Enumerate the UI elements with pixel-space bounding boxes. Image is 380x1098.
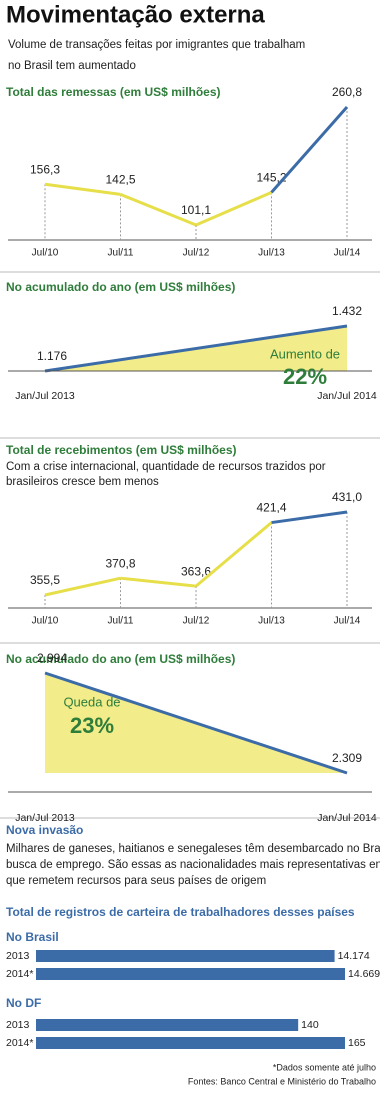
x-tick-label: Jul/13	[258, 616, 285, 627]
value-label: 1.176	[37, 349, 67, 363]
value-label: 2.994	[37, 651, 67, 665]
section-text: Milhares de ganeses, haitianos e senegal…	[6, 843, 380, 855]
line-segment	[44, 182, 121, 196]
value-label: 370,8	[105, 556, 135, 570]
x-tick-label: Jan/Jul 2014	[317, 812, 377, 824]
y-tick-label: 2013	[6, 950, 30, 962]
x-tick-label: Jul/12	[183, 248, 210, 259]
chart-subtitle: brasileiros cresce bem menos	[6, 476, 159, 488]
bar	[36, 1037, 345, 1049]
chart-title: No acumulado do ano (em US$ milhões)	[6, 280, 235, 294]
group-title: No Brasil	[6, 930, 59, 944]
annotation: 22%	[283, 364, 327, 389]
chart-title: Total das remessas (em US$ milhões)	[6, 85, 221, 99]
value-label: 145,2	[256, 171, 286, 185]
value-label: 165	[348, 1037, 366, 1049]
subtitle: no Brasil tem aumentado	[8, 60, 136, 72]
section-text: que remetem recursos para seus países de…	[6, 875, 266, 887]
note: Fontes: Banco Central e Ministério do Tr…	[188, 1076, 376, 1086]
x-tick-label: Jul/14	[334, 616, 361, 627]
value-label: 142,5	[105, 173, 135, 187]
x-tick-label: Jan/Jul 2013	[15, 390, 75, 402]
bar	[36, 968, 345, 980]
x-tick-label: Jan/Jul 2014	[317, 390, 377, 402]
x-tick-label: Jul/11	[108, 616, 134, 627]
group-title: No DF	[6, 996, 41, 1010]
x-tick-label: Jul/10	[32, 248, 59, 259]
value-label: 140	[301, 1019, 319, 1031]
annotation: Queda de	[63, 694, 120, 709]
chart-title: Total de registros de carteira de trabal…	[6, 905, 355, 919]
x-tick-label: Jan/Jul 2013	[15, 812, 75, 824]
line-segment	[195, 521, 273, 588]
annotation: 23%	[70, 713, 114, 738]
x-tick-label: Jul/13	[258, 248, 285, 259]
chart-subtitle: Com a crise internacional, quantidade de…	[6, 461, 326, 473]
line-segment	[44, 576, 121, 597]
line-segment	[271, 510, 348, 525]
value-label: 101,1	[181, 203, 211, 217]
value-label: 14.669	[348, 968, 380, 980]
annotation: Aumento de	[270, 346, 340, 361]
note: *Dados somente até julho	[273, 1062, 376, 1072]
y-tick-label: 2014*	[6, 968, 33, 980]
line-segment	[120, 576, 197, 588]
y-tick-label: 2014*	[6, 1037, 33, 1049]
line	[44, 671, 348, 775]
bar	[36, 950, 335, 962]
value-label: 156,3	[30, 162, 60, 176]
section-text: busca de emprego. São essas as nacionali…	[6, 859, 380, 871]
x-tick-label: Jul/10	[32, 616, 59, 627]
value-label: 260,8	[332, 85, 362, 99]
value-label: 355,5	[30, 573, 60, 587]
line	[44, 324, 348, 373]
chart-title: Total de recebimentos (em US$ milhões)	[6, 443, 237, 457]
x-tick-label: Jul/14	[334, 248, 361, 259]
value-label: 431,0	[332, 490, 362, 504]
section-title: Nova invasão	[6, 823, 83, 837]
line-segment	[195, 191, 273, 227]
x-tick-label: Jul/11	[108, 248, 134, 259]
value-label: 14.174	[338, 950, 370, 962]
line-segment	[270, 106, 349, 194]
title: Movimentação externa	[6, 1, 265, 28]
value-label: 421,4	[256, 501, 286, 515]
x-tick-label: Jul/12	[183, 616, 210, 627]
subtitle: Volume de transações feitas por imigrant…	[8, 39, 305, 51]
y-tick-label: 2013	[6, 1019, 30, 1031]
value-label: 2.309	[332, 751, 362, 765]
value-label: 1.432	[332, 304, 362, 318]
line-segment	[119, 193, 197, 227]
value-label: 363,6	[181, 564, 211, 578]
bar	[36, 1019, 299, 1031]
chart-title: No acumulado do ano (em US$ milhões)	[6, 652, 235, 666]
